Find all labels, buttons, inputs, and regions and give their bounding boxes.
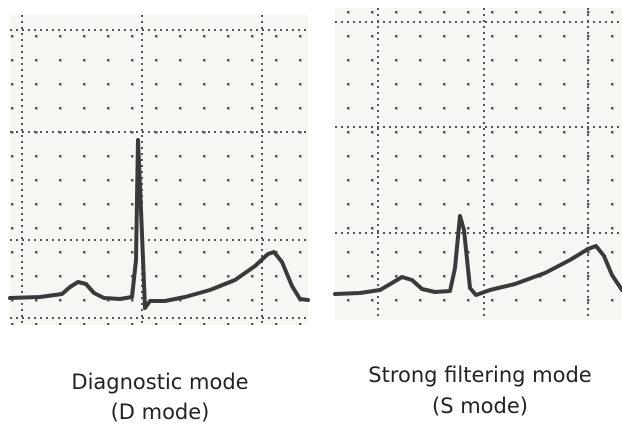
grid-dots: [335, 8, 622, 320]
major-grid: [335, 8, 622, 320]
caption: Diagnostic mode: [71, 370, 248, 394]
caption: (D mode): [111, 400, 210, 424]
ecg-trace: [8, 138, 310, 310]
grid-dots: [10, 15, 308, 325]
caption: Strong filtering mode: [368, 363, 591, 387]
ecg-panel-d: [8, 15, 310, 325]
ecg-panel-s: [333, 8, 622, 320]
caption: (S mode): [432, 394, 528, 418]
ecg-trace: [333, 214, 622, 297]
